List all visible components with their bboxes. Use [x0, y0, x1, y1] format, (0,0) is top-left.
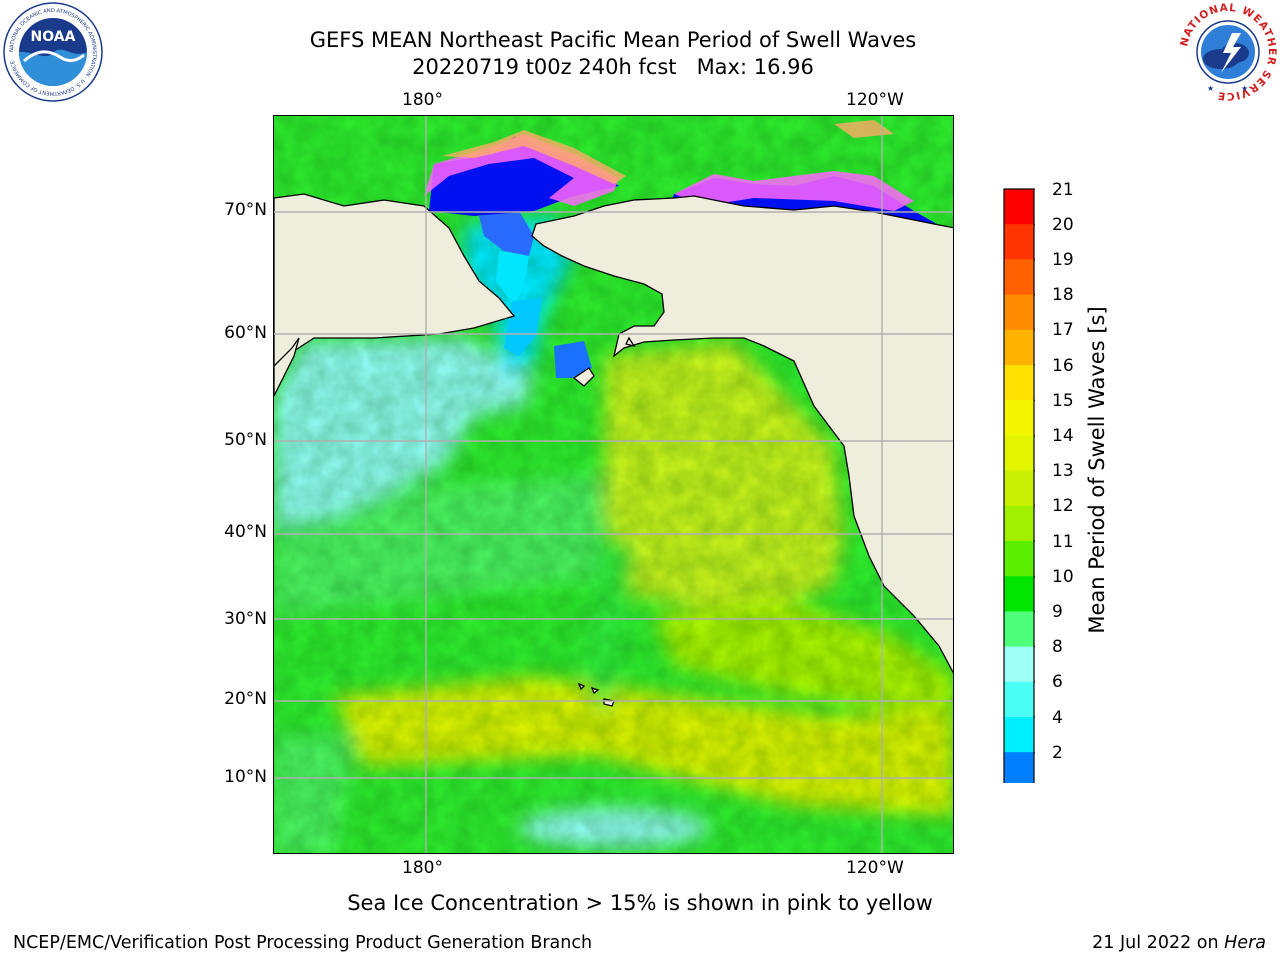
cb-tick-18: 18 [1052, 285, 1074, 305]
cb-tick-15: 15 [1052, 391, 1074, 411]
bottom-lon-label-180: 180° [402, 858, 443, 878]
footer-credit: NCEP/EMC/Verification Post Processing Pr… [13, 933, 593, 953]
cb-tick-12: 12 [1052, 496, 1074, 516]
lat-label-40n: 40°N [224, 522, 267, 542]
cb-tick-14: 14 [1052, 426, 1074, 446]
colorbar-band [1004, 224, 1034, 260]
cb-tick-21: 21 [1052, 180, 1074, 200]
top-lon-label-180: 180° [402, 90, 443, 110]
lat-label-50n: 50°N [224, 430, 267, 450]
colorbar-band [1004, 435, 1034, 472]
colorbar [1003, 188, 1035, 817]
land-layer [274, 193, 953, 707]
cb-tick-4: 4 [1052, 708, 1063, 728]
colorbar-band [1004, 294, 1034, 331]
colorbar-band [1004, 576, 1034, 612]
svg-text:★: ★ [1241, 84, 1248, 93]
sea-ice-note: Sea Ice Concentration > 15% is shown in … [347, 891, 933, 915]
colorbar-band [1004, 329, 1034, 366]
colorbar-band [1004, 541, 1034, 577]
noaa-logo: NATIONAL OCEANIC AND ATMOSPHERIC ADMINIS… [2, 1, 104, 103]
cb-tick-10: 10 [1052, 567, 1074, 587]
noaa-label: NOAA [31, 29, 76, 45]
cb-tick-6: 6 [1052, 672, 1063, 692]
colorbar-band [1004, 646, 1034, 683]
colorbar-svg [1003, 188, 1035, 817]
graticule [274, 116, 953, 853]
colorbar-band [1004, 189, 1034, 225]
colorbar-band [1004, 752, 1034, 788]
cb-tick-20: 20 [1052, 215, 1074, 235]
lat-label-70n: 70°N [224, 200, 267, 220]
cb-tick-19: 19 [1052, 250, 1074, 270]
colorbar-band [1004, 681, 1034, 718]
lat-label-10n: 10°N [224, 767, 267, 787]
colorbar-band [1004, 470, 1034, 507]
top-lon-label-120w: 120°W [846, 90, 904, 110]
cb-tick-9: 9 [1052, 602, 1063, 622]
colorbar-band [1004, 259, 1034, 296]
svg-text:★: ★ [1207, 84, 1214, 93]
cb-tick-16: 16 [1052, 356, 1074, 376]
map-panel [273, 115, 954, 854]
chart-subtitle: 20220719 t00z 240h fcst Max: 16.96 [412, 55, 814, 79]
map-svg [274, 116, 953, 853]
colorbar-band [1004, 717, 1034, 753]
colorbar-band [1004, 505, 1034, 542]
cb-tick-2: 2 [1052, 743, 1063, 763]
footer-date-text: 21 Jul 2022 on [1092, 933, 1225, 953]
cb-tick-13: 13 [1052, 461, 1074, 481]
lat-label-30n: 30°N [224, 609, 267, 629]
colorbar-band [1004, 611, 1034, 648]
cb-tick-11: 11 [1052, 532, 1074, 552]
colorbar-band [1004, 400, 1034, 436]
cb-tick-17: 17 [1052, 320, 1074, 340]
cb-tick-8: 8 [1052, 637, 1063, 657]
bottom-lon-label-120w: 120°W [846, 858, 904, 878]
footer-host: Hera [1224, 933, 1266, 953]
lat-label-60n: 60°N [224, 323, 267, 343]
footer-date: 21 Jul 2022 on Hera [1092, 933, 1266, 953]
chart-title: GEFS MEAN Northeast Pacific Mean Period … [309, 28, 917, 52]
lat-label-20n: 20°N [224, 689, 267, 709]
colorbar-title: Mean Period of Swell Waves [s] [1085, 306, 1109, 634]
colorbar-band [1004, 365, 1034, 401]
nws-logo: NATIONAL WEATHER SERVICE ★ ★ [1177, 1, 1279, 103]
